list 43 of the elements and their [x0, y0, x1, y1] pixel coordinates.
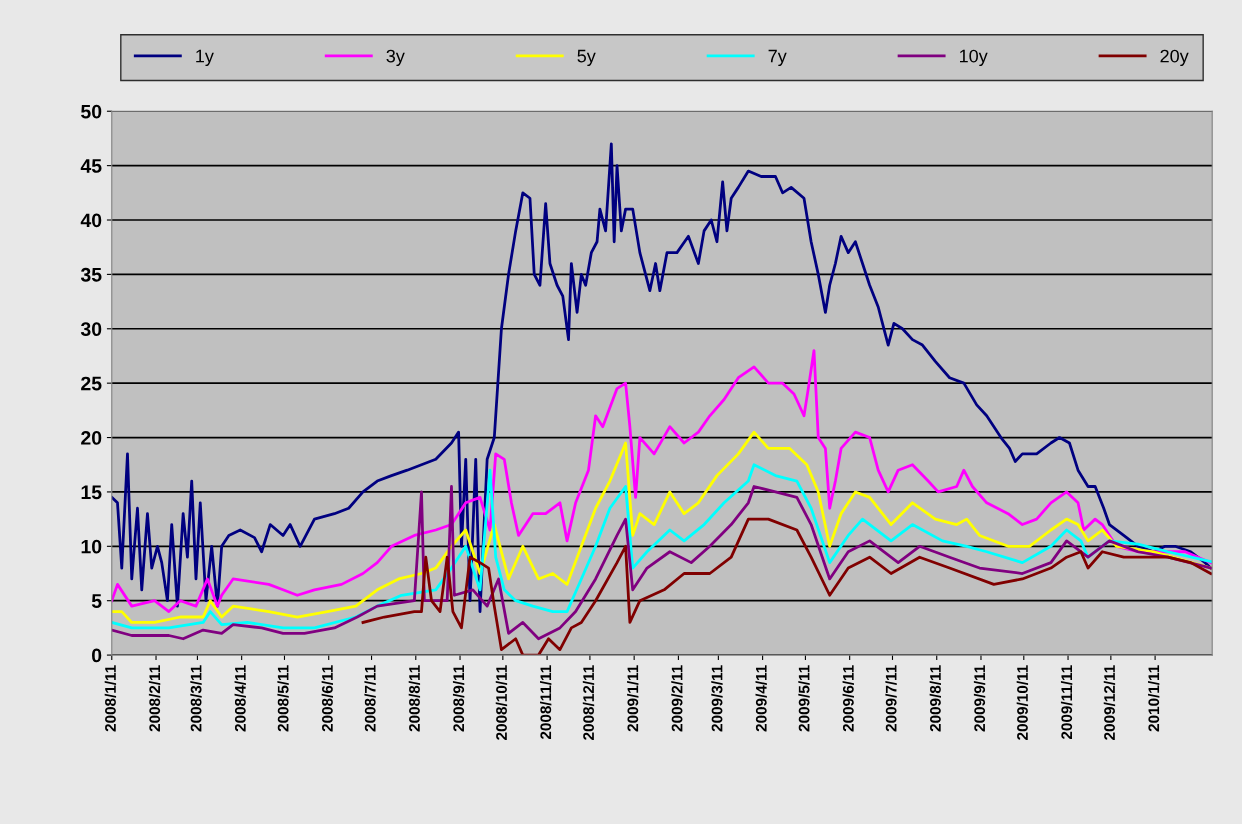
legend-label: 10y — [960, 49, 988, 67]
y-tick-label: 35 — [80, 267, 102, 282]
x-tick-label: 2009/7/11 — [885, 665, 897, 732]
x-tick-label: 2008/9/11 — [452, 665, 465, 732]
y-tick-label: 40 — [80, 213, 102, 228]
y-tick-label: 30 — [80, 322, 102, 337]
y-tick-label: 0 — [92, 648, 102, 663]
x-tick-label: 2009/11/11 — [1060, 665, 1073, 740]
x-tick-label: 2009/8/11 — [929, 665, 941, 732]
x-tick-label: 2008/3/11 — [190, 665, 202, 732]
y-tick-label: 10 — [81, 539, 102, 554]
y-tick-label: 15 — [81, 485, 102, 500]
x-tick-label: 2008/5/11 — [277, 665, 289, 732]
y-tick-label: 45 — [80, 159, 102, 173]
y-tick-label: 5 — [91, 594, 102, 608]
x-tick-label: 2009/3/11 — [711, 665, 723, 732]
x-tick-label: 2008/7/11 — [364, 665, 376, 732]
legend-label: 5y — [577, 49, 596, 67]
legend-label: 1y — [196, 49, 214, 67]
x-tick-label: 2009/9/11 — [973, 665, 986, 732]
y-tick-label: 20 — [81, 431, 102, 445]
x-tick-label: 2009/12/11 — [1103, 665, 1116, 740]
legend-label: 7y — [768, 49, 787, 67]
x-tick-label: 2008/1/11 — [104, 665, 117, 732]
x-tick-label: 2010/1/11 — [1147, 665, 1160, 732]
x-tick-label: 2009/5/11 — [798, 665, 810, 732]
x-tick-label: 2009/10/11 — [1016, 665, 1029, 740]
x-tick-label: 2008/8/11 — [408, 665, 421, 732]
line-series — [361, 517, 1213, 656]
y-tick-label: 25 — [81, 376, 102, 391]
y-tick-label: 50 — [81, 104, 102, 119]
x-tick-label: 2008/4/11 — [234, 665, 246, 732]
legend-label: 20y — [1160, 49, 1189, 67]
x-tick-label: 2008/6/11 — [321, 665, 333, 732]
x-tick-label: 2008/12/11 — [582, 665, 595, 740]
x-tick-label: 2009/2/11 — [671, 665, 683, 732]
x-tick-label: 2009/6/11 — [842, 665, 854, 732]
x-tick-label: 2008/11/11 — [539, 665, 552, 740]
x-tick-label: 2008/2/11 — [148, 665, 161, 732]
x-tick-label: 2009/4/11 — [755, 665, 767, 732]
legend-label: 3y — [386, 49, 405, 67]
x-tick-label: 2009/1/11 — [627, 665, 639, 732]
x-tick-label: 2008/10/11 — [495, 665, 508, 740]
